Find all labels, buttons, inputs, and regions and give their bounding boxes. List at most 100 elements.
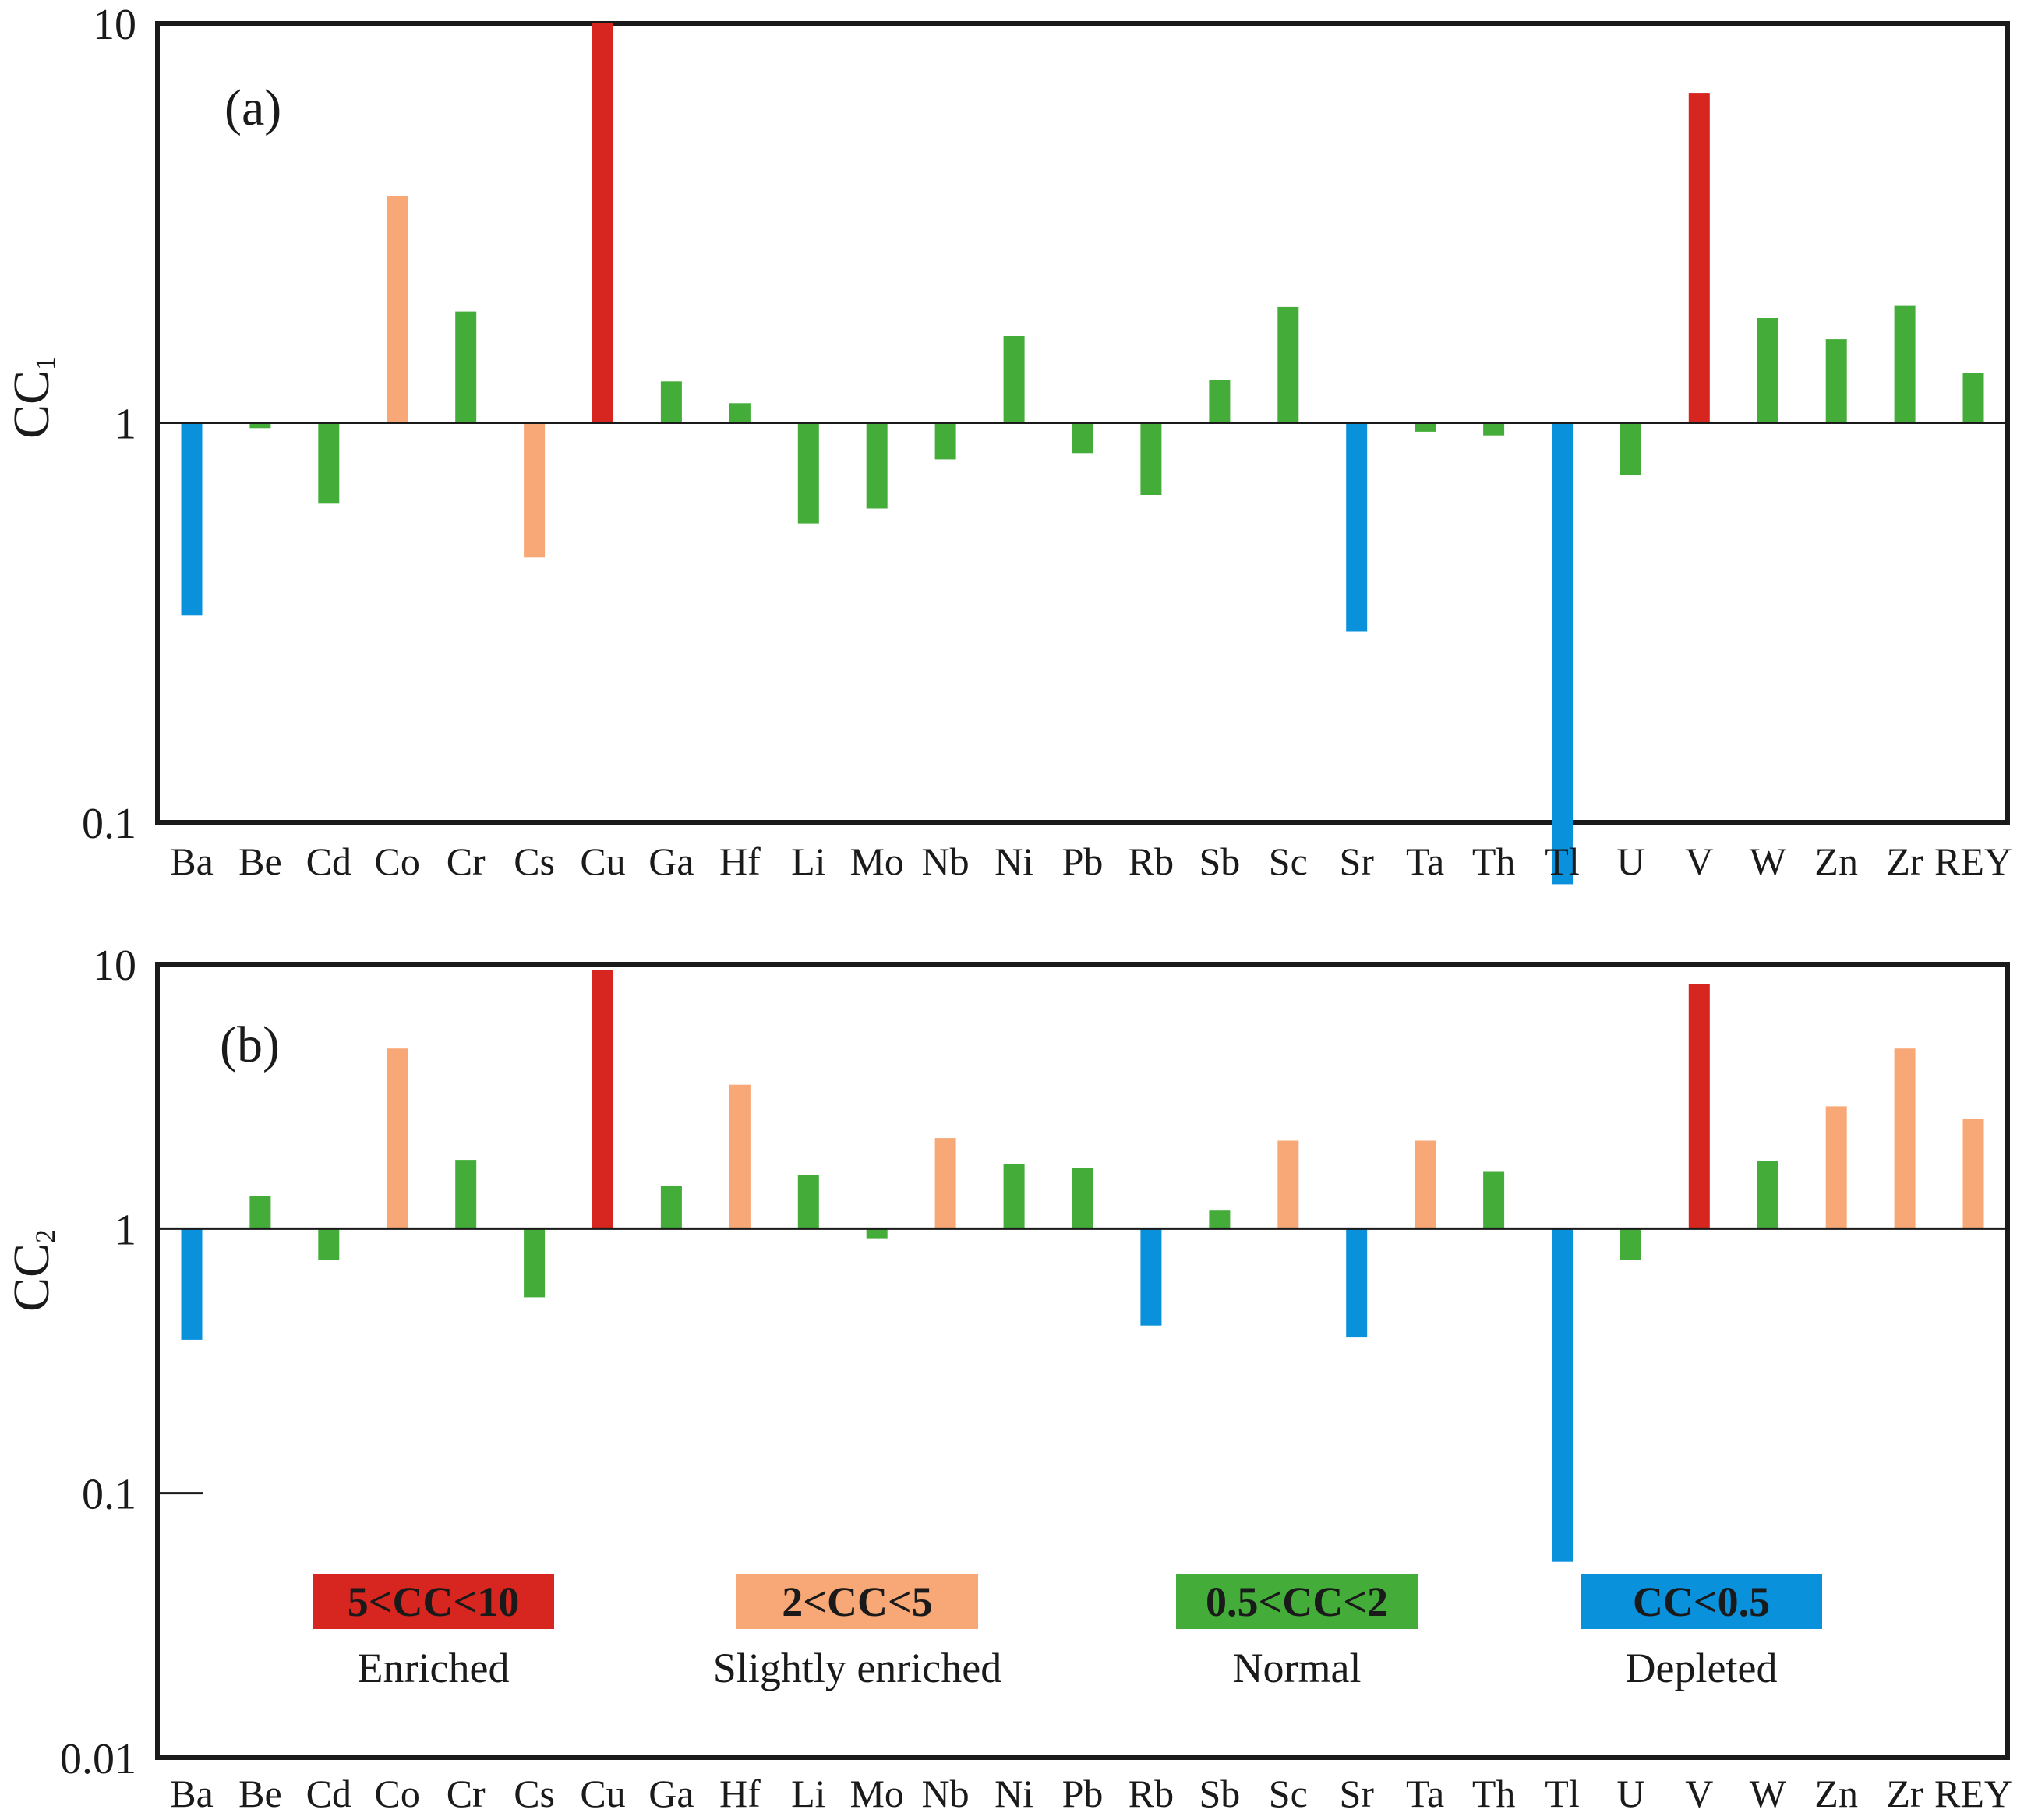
bar-sc bbox=[1277, 1140, 1299, 1229]
x-tick-label: U bbox=[1616, 839, 1644, 883]
x-tick-label: Ga bbox=[648, 1772, 694, 1815]
bar-cr bbox=[455, 311, 477, 423]
legend-swatch-normal bbox=[1176, 1574, 1418, 1629]
bar-ba bbox=[181, 1228, 203, 1340]
bar-ni bbox=[1003, 1164, 1025, 1229]
x-tick-label: Cu bbox=[580, 1772, 625, 1815]
bar-ta bbox=[1415, 422, 1436, 432]
bar-cd bbox=[318, 1228, 340, 1260]
x-tick-label: Zn bbox=[1814, 839, 1858, 883]
bar-w bbox=[1757, 1161, 1778, 1229]
x-tick-label: Sb bbox=[1199, 839, 1240, 883]
x-tick-label: Pb bbox=[1062, 839, 1104, 883]
x-tick-label: Mo bbox=[849, 839, 903, 883]
x-tick-label: Zr bbox=[1886, 839, 1923, 883]
x-tick-label: Ba bbox=[170, 839, 214, 883]
x-tick-label: Sr bbox=[1339, 839, 1374, 883]
x-tick-label: Cr bbox=[447, 1772, 486, 1815]
bar-be bbox=[249, 422, 271, 429]
x-tick-label: Co bbox=[375, 839, 420, 883]
bar-co bbox=[387, 196, 408, 423]
bar-zn bbox=[1825, 339, 1847, 423]
bar-ba bbox=[181, 422, 203, 616]
panel-b-chart: Ba Be Cd Co Cr Cs Cu Ga Hf Li Mo Nb Ni Pb Rb Sb Sc Sr Ta Th… bbox=[3, 942, 2012, 1815]
legend-swatch-depleted bbox=[1581, 1574, 1822, 1629]
x-tick-label: REY bbox=[1934, 839, 2012, 883]
bar-rb bbox=[1140, 1228, 1162, 1326]
y-tick-label: 1 bbox=[115, 1206, 136, 1254]
bar-u bbox=[1620, 1228, 1641, 1260]
y-tick-label: 10 bbox=[93, 1, 136, 49]
bar-ni bbox=[1003, 336, 1025, 423]
bar-ga bbox=[660, 381, 682, 423]
y-tick-label: 10 bbox=[93, 942, 136, 990]
bar-cs bbox=[524, 422, 546, 558]
x-tick-label: Cr bbox=[447, 839, 486, 883]
legend-description: Enriched bbox=[358, 1645, 510, 1691]
x-tick-label: W bbox=[1750, 1772, 1787, 1815]
x-tick-label: Sc bbox=[1269, 839, 1308, 883]
legend-range-label: 5<CC<10 bbox=[348, 1578, 520, 1625]
bar-hf bbox=[729, 403, 751, 423]
bar-mo bbox=[866, 1228, 888, 1239]
bar-mo bbox=[866, 422, 888, 509]
y-tick-label: 0.1 bbox=[82, 800, 136, 848]
y-tick-label: 1 bbox=[115, 401, 136, 449]
bar-nb bbox=[934, 1138, 956, 1229]
x-tick-label: Zn bbox=[1814, 1772, 1858, 1815]
bar-li bbox=[797, 422, 819, 524]
legend: 5<CC<10 Enriched 2<CC<5 Slightly enriched 0.… bbox=[313, 1574, 1822, 1691]
x-tick-label: Th bbox=[1472, 1772, 1516, 1815]
x-tick-label: Cs bbox=[514, 839, 555, 883]
x-tick-label: Ta bbox=[1406, 1772, 1444, 1815]
panel-label: (b) bbox=[220, 1016, 280, 1073]
bar-tl bbox=[1552, 422, 1573, 885]
plot-frame bbox=[155, 962, 2010, 1760]
bar-cu bbox=[592, 23, 613, 423]
legend-range-label: 0.5<CC<2 bbox=[1206, 1578, 1388, 1625]
y-tick-label: 0.1 bbox=[82, 1471, 136, 1519]
bar-be bbox=[249, 1196, 271, 1229]
bar-cr bbox=[455, 1160, 477, 1229]
bar-th bbox=[1483, 422, 1505, 436]
bar-v bbox=[1688, 984, 1710, 1229]
bar-v bbox=[1688, 93, 1710, 423]
bar-u bbox=[1620, 422, 1641, 475]
bar-hf bbox=[729, 1084, 751, 1229]
bar-w bbox=[1757, 318, 1778, 423]
x-tick-label: Ni bbox=[994, 1772, 1033, 1815]
bar-sr bbox=[1346, 1228, 1368, 1338]
legend-description: Depleted bbox=[1626, 1645, 1778, 1691]
bar-sb bbox=[1209, 1210, 1231, 1229]
x-tick-label: Co bbox=[375, 1772, 420, 1815]
x-tick-label: Rb bbox=[1129, 1772, 1174, 1815]
x-tick-label: Sr bbox=[1339, 1772, 1374, 1815]
bar-li bbox=[797, 1175, 819, 1229]
y-axis-label: CC2 bbox=[3, 1229, 61, 1312]
x-tick-label: Tl bbox=[1545, 1772, 1579, 1815]
x-tick-label: Tl bbox=[1545, 839, 1579, 883]
x-tick-label: Nb bbox=[922, 839, 970, 883]
x-tick-label: Nb bbox=[922, 1772, 970, 1815]
bar-co bbox=[387, 1048, 408, 1229]
x-tick-label: Sc bbox=[1269, 1772, 1308, 1815]
bar-rb bbox=[1140, 422, 1162, 495]
x-tick-label: Th bbox=[1472, 839, 1516, 883]
x-tick-label: W bbox=[1750, 839, 1787, 883]
x-tick-label: Cd bbox=[306, 1772, 351, 1815]
x-tick-label: Cd bbox=[306, 839, 351, 883]
legend-range-label: CC<0.5 bbox=[1633, 1578, 1770, 1625]
panel-label: (a) bbox=[224, 80, 281, 136]
x-tick-label: Be bbox=[238, 1772, 282, 1815]
x-tick-label: Ta bbox=[1406, 839, 1444, 883]
bar-th bbox=[1483, 1171, 1505, 1229]
x-tick-label: U bbox=[1616, 1772, 1644, 1815]
bar-cd bbox=[318, 422, 340, 504]
bar-cu bbox=[592, 970, 613, 1229]
bar-sc bbox=[1277, 306, 1299, 423]
bar-zr bbox=[1894, 1048, 1916, 1229]
legend-description: Normal bbox=[1233, 1645, 1362, 1691]
bar-tl bbox=[1552, 1228, 1573, 1562]
x-tick-label: Hf bbox=[719, 839, 761, 883]
